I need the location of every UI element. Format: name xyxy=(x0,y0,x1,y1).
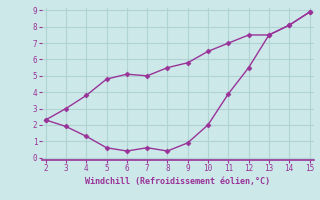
X-axis label: Windchill (Refroidissement éolien,°C): Windchill (Refroidissement éolien,°C) xyxy=(85,177,270,186)
